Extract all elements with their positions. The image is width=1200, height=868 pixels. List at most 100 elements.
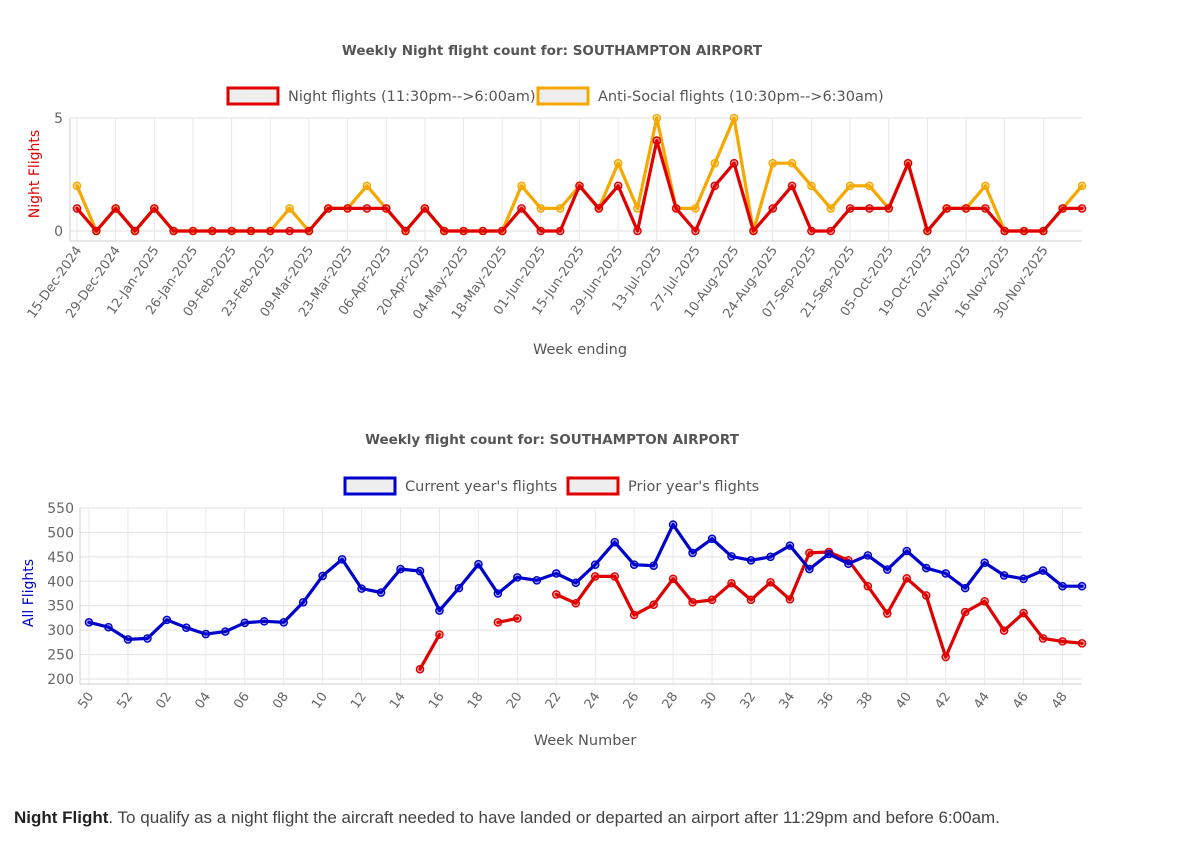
c1-data-point[interactable] [903,158,913,168]
c2-data-point[interactable] [668,574,678,584]
c2-data-point[interactable] [882,565,892,574]
c2-data-point[interactable] [960,607,970,617]
c1-data-point[interactable] [981,204,990,213]
c1-data-point[interactable] [150,204,159,213]
c1-data-point[interactable] [807,181,816,191]
c2-data-point[interactable] [746,555,756,565]
c1-data-point[interactable] [923,226,932,236]
c2-data-point[interactable] [1077,581,1087,591]
c2-data-point[interactable] [649,561,658,570]
c1-data-point[interactable] [188,226,198,236]
c2-data-point[interactable] [941,652,951,662]
c1-data-point[interactable] [729,158,739,168]
c2-data-point[interactable] [590,572,600,581]
c1-data-point[interactable] [942,204,952,213]
c2-data-point[interactable] [435,606,444,615]
c2-data-point[interactable] [999,571,1009,580]
c2-data-point[interactable] [980,597,989,606]
c2-data-point[interactable] [980,558,989,568]
c1-data-point[interactable] [246,226,256,236]
c2-data-point[interactable] [688,548,697,558]
c1-data-point[interactable] [555,204,565,213]
c2-data-point[interactable] [435,630,444,639]
c2-data-point[interactable] [532,576,542,585]
c2-data-point[interactable] [415,566,425,576]
c2-data-point[interactable] [610,537,620,547]
c2-data-point[interactable] [629,610,639,620]
c1-data-point[interactable] [710,158,720,168]
c1-data-point[interactable] [826,204,836,213]
c2-data-point[interactable] [707,534,717,544]
c1-data-point[interactable] [845,181,855,191]
c1-data-point[interactable] [285,204,294,213]
c1-data-point[interactable] [961,204,971,213]
c1-data-point[interactable] [633,226,642,236]
c2-data-point[interactable] [590,560,600,569]
c1-data-point[interactable] [362,204,372,213]
c1-data-point[interactable] [826,226,836,236]
c1-data-point[interactable] [1077,204,1087,213]
c2-data-point[interactable] [357,584,366,593]
c1-legend-item[interactable]: Night flights (11:30pm-->6:00am) [226,86,536,106]
c1-data-point[interactable] [652,136,662,145]
c1-data-point[interactable] [72,181,82,191]
chart1-legend[interactable]: Night flights (11:30pm-->6:00am) Anti-Soc… [226,86,884,106]
c1-data-point[interactable] [1019,226,1029,236]
c1-data-point[interactable] [478,226,488,236]
c2-data-point[interactable] [921,591,931,600]
c1-data-point[interactable] [613,181,623,191]
c1-data-point[interactable] [691,226,700,236]
c1-data-point[interactable] [787,181,797,191]
c2-data-point[interactable] [396,564,405,574]
c1-data-point[interactable] [807,226,816,236]
c2-data-point[interactable] [844,559,853,568]
c2-data-point[interactable] [824,549,834,559]
c1-data-point[interactable] [613,158,623,168]
c2-data-point[interactable] [493,618,503,627]
c2-data-point[interactable] [1019,608,1028,618]
c1-data-point[interactable] [381,204,391,213]
c2-data-point[interactable] [220,627,230,636]
c2-data-point[interactable] [707,595,717,605]
c1-data-point[interactable] [845,204,855,213]
c1-data-point[interactable] [169,226,178,236]
c2-data-point[interactable] [279,618,289,627]
c2-data-point[interactable] [746,595,756,605]
c2-data-point[interactable] [493,589,503,598]
c1-data-point[interactable] [323,204,333,213]
c1-data-point[interactable] [1000,226,1009,236]
c2-data-point[interactable] [668,520,678,529]
c2-data-point[interactable] [84,618,94,627]
c2-data-point[interactable] [882,609,892,618]
c2-data-point[interactable] [727,552,736,561]
c2-data-point[interactable] [785,595,795,604]
c1-data-point[interactable] [536,226,546,236]
c2-data-point[interactable] [240,618,250,628]
c1-data-point[interactable] [517,204,526,213]
c1-data-point[interactable] [768,204,778,213]
c1-data-point[interactable] [285,226,294,236]
c1-data-point[interactable] [1058,204,1067,213]
c1-data-point[interactable] [536,204,546,213]
c1-data-point[interactable] [207,226,217,236]
c1-data-point[interactable] [72,204,82,213]
c1-legend-item[interactable]: Anti-Social flights (10:30pm-->6:30am) [536,86,884,106]
c2-legend-item[interactable]: Prior year's flights [566,476,759,496]
c2-data-point[interactable] [999,626,1009,635]
c2-data-point[interactable] [1038,566,1048,575]
c1-data-point[interactable] [787,158,797,168]
c2-data-point[interactable] [415,664,425,674]
c2-data-point[interactable] [474,559,483,569]
c1-data-point[interactable] [420,204,430,213]
c2-data-point[interactable] [162,615,172,625]
chart2-legend[interactable]: Current year's flights Prior year's fligh… [343,476,759,496]
c1-data-point[interactable] [865,181,874,191]
c2-data-point[interactable] [318,571,327,581]
c2-data-point[interactable] [123,635,133,644]
c1-data-point[interactable] [111,204,120,213]
c2-data-point[interactable] [201,629,211,639]
c2-data-point[interactable] [571,598,581,608]
c2-data-point[interactable] [513,573,522,582]
c2-data-point[interactable] [1058,581,1067,591]
c1-data-point[interactable] [130,226,140,236]
